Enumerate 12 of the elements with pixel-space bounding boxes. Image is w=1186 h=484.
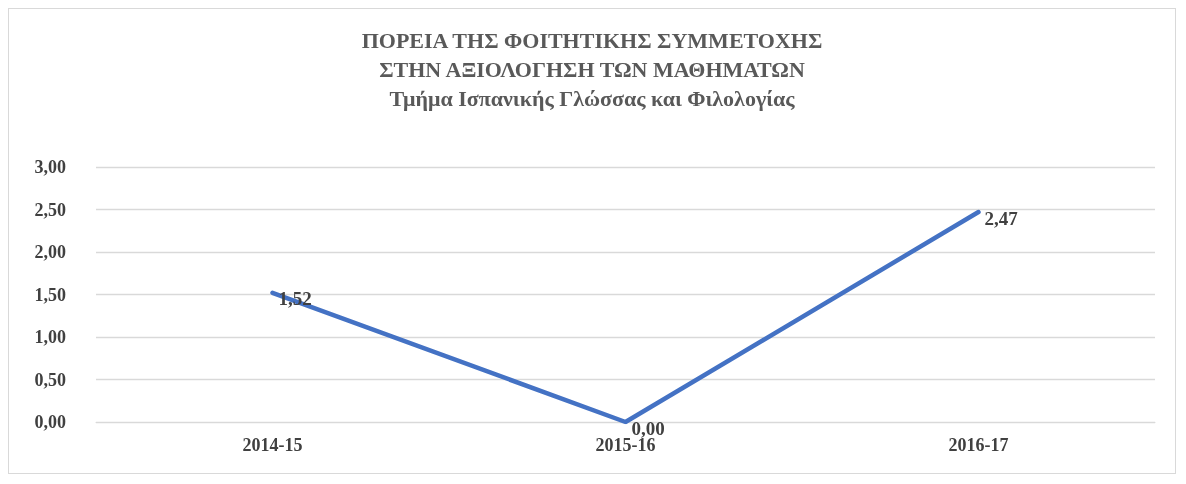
y-tick-label: 1,00	[34, 327, 66, 347]
y-tick-label: 3,00	[34, 157, 66, 177]
x-tick-label: 2016-17	[948, 435, 1009, 455]
chart-title: ΠΟΡΕΙΑ ΤΗΣ ΦΟΙΤΗΤΙΚΗΣ ΣΥΜΜΕΤΟΧΗΣ ΣΤΗΝ ΑΞΙΟΛΟΓΗΣΗ ΤΩΝ ΜΑΘΗΜΑΤΩΝ Τμήμα Ισπανικής Γλώσσας και Φιλολογίας	[361, 28, 823, 111]
y-tick-label: 0,00	[34, 412, 66, 432]
y-tick-label: 2,50	[34, 199, 66, 220]
x-tick-label: 2014-15	[242, 435, 303, 455]
data-label: 0,00	[631, 417, 665, 439]
y-tick-label: 0,50	[34, 369, 66, 390]
y-tick-label: 2,00	[34, 242, 66, 262]
y-tick-label: 1,50	[34, 284, 66, 305]
data-label: 2,47	[984, 207, 1019, 229]
